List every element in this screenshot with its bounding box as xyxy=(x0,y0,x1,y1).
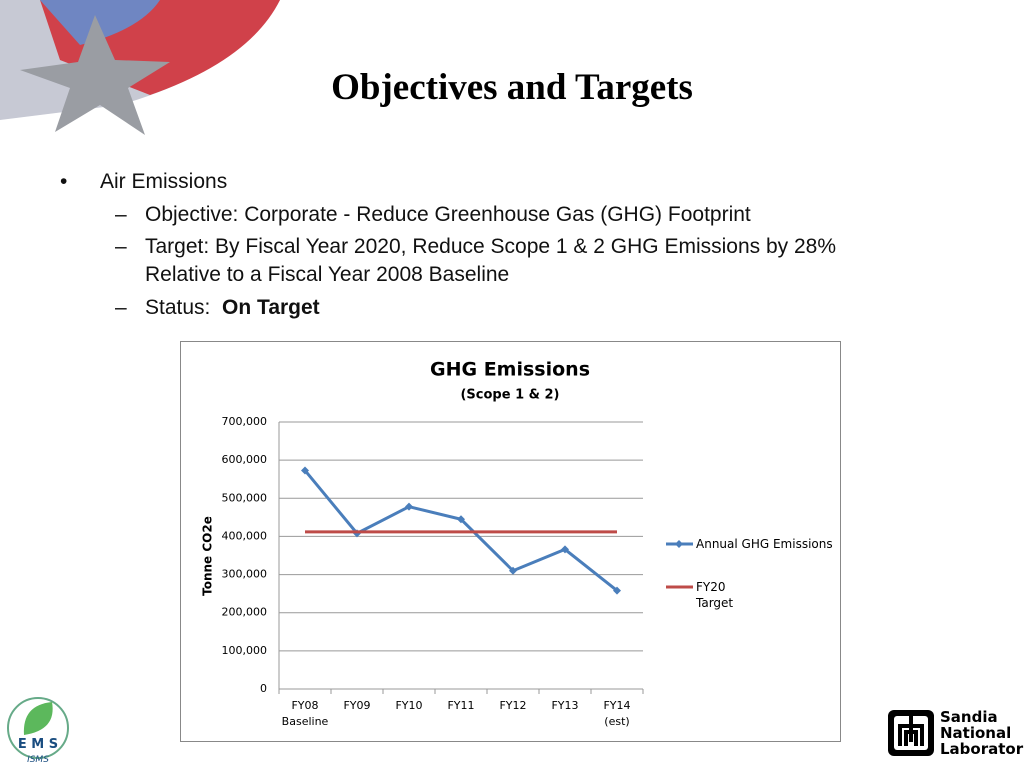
sub-bullet: Objective: Corporate - Reduce Greenhouse… xyxy=(145,203,751,226)
y-tick-label: 200,000 xyxy=(222,606,268,619)
chart-svg: GHG Emissions (Scope 1 & 2) Tonne CO2e 0… xyxy=(201,359,693,695)
sub-bullet: Target: By Fiscal Year 2020, Reduce Scop… xyxy=(145,235,837,286)
slide-title: Objectives and Targets xyxy=(331,67,693,108)
x-tick-label: FY14 (est) xyxy=(603,699,631,728)
bullet-marker: • xyxy=(60,170,68,193)
dash: – xyxy=(115,296,127,319)
sandia-logo: Sandia National Laboratories xyxy=(888,708,1024,758)
legend-label: Annual GHG Emissions xyxy=(696,537,833,551)
x-tick-label: FY08 Baseline xyxy=(281,699,329,728)
sandia-text: National xyxy=(940,724,1011,742)
isms-text: ISMS xyxy=(27,755,49,765)
status-value: On Target xyxy=(222,296,320,319)
sandia-text: Laboratories xyxy=(940,740,1024,758)
x-tick-label: FY13 xyxy=(551,699,579,712)
data-marker xyxy=(509,566,517,575)
x-tick-label: FY09 xyxy=(343,699,371,712)
y-tick-label: 600,000 xyxy=(222,453,268,466)
sub-bullet: Status: On Target xyxy=(145,294,320,322)
data-marker xyxy=(561,545,569,554)
data-marker xyxy=(301,466,309,475)
dash: – xyxy=(115,203,127,226)
bullet: Air Emissions xyxy=(100,170,228,193)
y-axis-label: Tonne CO2e xyxy=(201,516,215,596)
ems-text: E M S xyxy=(18,737,58,752)
x-tick-label: FY12 xyxy=(499,699,527,712)
legend-label: FY20 Target xyxy=(696,580,734,610)
chart: GHG Emissions (Scope 1 & 2) Tonne CO2e 0… xyxy=(180,341,841,742)
y-tick-label: 300,000 xyxy=(222,568,268,581)
data-marker xyxy=(405,502,413,511)
dash: – xyxy=(115,235,127,258)
data-marker xyxy=(457,515,465,524)
status-label: Status: xyxy=(145,296,217,319)
sandia-text: Sandia xyxy=(940,708,998,726)
x-tick-label: FY10 xyxy=(395,699,423,712)
ems-logo: E M S ISMS xyxy=(7,697,69,765)
chart-title: GHG Emissions xyxy=(430,359,590,381)
data-marker xyxy=(613,586,621,595)
legend-marker xyxy=(675,540,683,548)
y-tick-label: 500,000 xyxy=(222,491,268,504)
chart-subtitle: (Scope 1 & 2) xyxy=(460,388,559,403)
y-tick-label: 100,000 xyxy=(222,644,268,657)
x-tick-label: FY11 xyxy=(447,699,475,712)
decoration xyxy=(0,0,280,135)
y-tick-label: 0 xyxy=(260,682,267,695)
y-tick-label: 400,000 xyxy=(222,529,268,542)
y-tick-label: 700,000 xyxy=(222,415,268,428)
